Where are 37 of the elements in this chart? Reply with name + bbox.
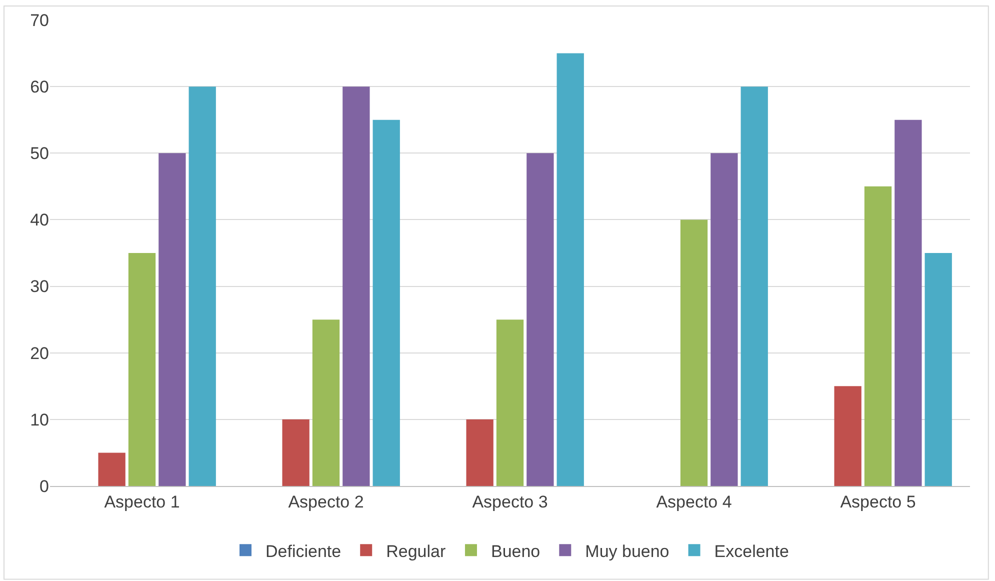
bar	[342, 86, 370, 486]
y-tick-label: 20	[30, 344, 49, 363]
bar	[158, 153, 186, 486]
bar	[680, 220, 708, 486]
y-tick-label: 50	[30, 144, 49, 164]
y-tick-label: 40	[30, 210, 49, 230]
x-tick-label: Aspecto 4	[656, 492, 732, 512]
y-tick-label: 0	[40, 476, 49, 496]
bar	[312, 320, 340, 486]
bar	[282, 419, 310, 486]
bar	[894, 120, 922, 486]
y-tick-label: 60	[30, 78, 49, 97]
bar	[710, 153, 738, 486]
y-tick-label: 10	[30, 410, 49, 430]
y-tick-label: 70	[30, 10, 49, 30]
bar	[128, 253, 156, 486]
bar	[924, 253, 952, 486]
legend-label: Regular	[386, 542, 446, 561]
bar	[834, 386, 862, 486]
x-tick-label: Aspecto 3	[472, 492, 548, 512]
bar	[98, 452, 126, 486]
legend-label: Muy bueno	[585, 542, 670, 561]
x-tick-label: Aspecto 1	[104, 492, 180, 512]
legend-label: Bueno	[490, 542, 540, 561]
bar	[526, 153, 554, 486]
y-tick-label: 30	[30, 277, 49, 296]
legend-label: Deficiente	[266, 542, 342, 561]
bar	[372, 120, 400, 486]
bar	[740, 86, 768, 486]
bar	[496, 320, 524, 486]
bar	[556, 53, 584, 486]
bar	[864, 186, 892, 486]
x-tick-label: Aspecto 5	[840, 492, 916, 512]
bar	[188, 86, 216, 486]
legend-label: Excelente	[714, 542, 789, 561]
x-tick-label: Aspecto 2	[288, 492, 364, 512]
bar	[466, 419, 494, 486]
